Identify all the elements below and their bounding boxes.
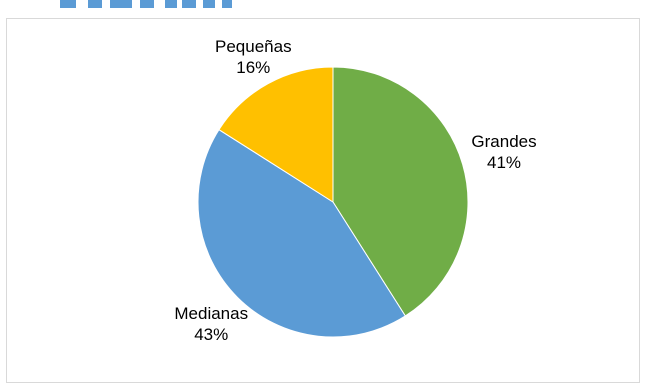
slice-label-medianas: Medianas 43% [174, 303, 248, 345]
category-label-pequenas: Pequeñas [215, 37, 292, 57]
slice-label-pequenas: Pequeñas 16% [215, 36, 292, 78]
value-label-medianas: 43% [194, 324, 229, 344]
value-label-pequenas: 16% [236, 58, 271, 78]
cropped-heading-fragment [0, 0, 647, 14]
slice-label-grandes: Grandes 41% [471, 131, 536, 173]
category-label-medianas: Medianas [174, 303, 249, 323]
pie-slice-pequenas [218, 66, 334, 203]
chart-area: Grandes 41% Medianas 43% Pequeñas 16% [6, 18, 640, 383]
category-label-grandes: Grandes [471, 132, 537, 152]
pie-slice-grandes [332, 66, 469, 317]
value-label-grandes: 41% [487, 153, 522, 173]
pie-slice-medianas [197, 128, 407, 338]
pie-chart [197, 66, 469, 338]
